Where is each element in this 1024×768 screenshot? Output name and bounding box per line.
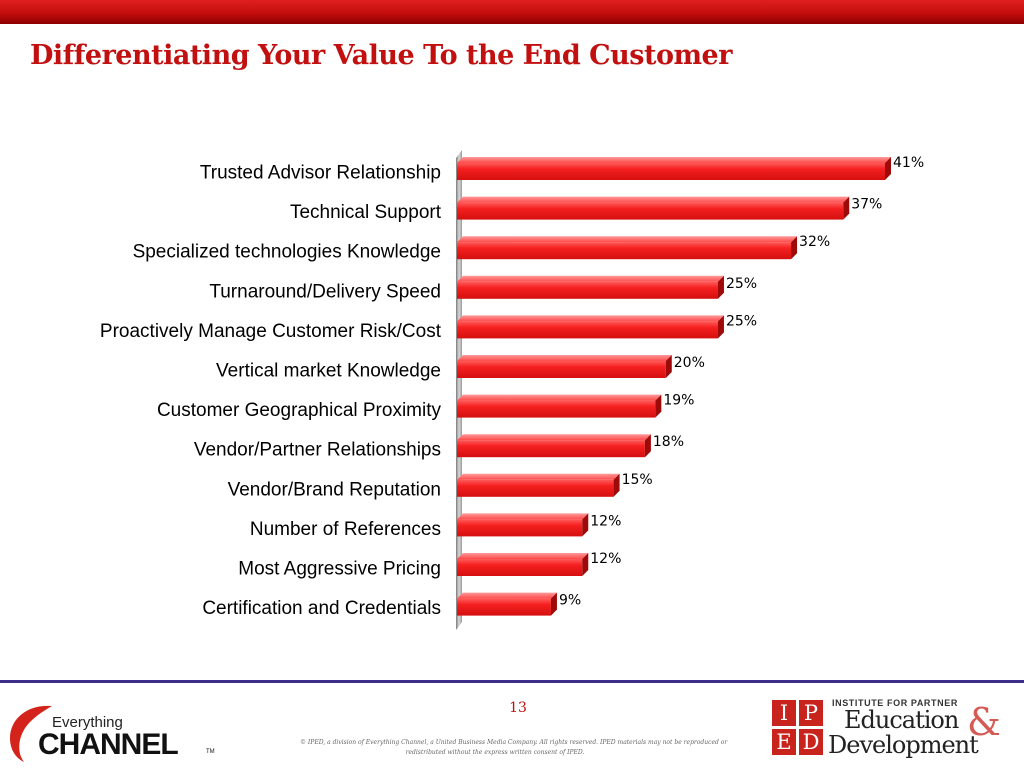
iped-letter-i: I xyxy=(772,700,796,726)
copyright-line-2: redistributed without the express writte… xyxy=(405,749,585,756)
logo-text-everything: Everything xyxy=(52,714,123,731)
iped-letter-e: E xyxy=(772,729,796,755)
category-label: Technical Support xyxy=(290,202,442,223)
bar-front-face xyxy=(457,559,583,576)
category-label: Vertical market Knowledge xyxy=(216,361,441,382)
bar-side-face xyxy=(644,434,651,458)
bar xyxy=(457,553,589,576)
everything-channel-logo: Everything CHANNEL TM xyxy=(4,700,224,766)
bar xyxy=(457,196,850,220)
iped-institute-text: INSTITUTE FOR PARTNER xyxy=(832,698,958,708)
value-label: 12% xyxy=(590,551,621,567)
bar-front-face xyxy=(457,479,614,497)
iped-letter-p: P xyxy=(799,700,823,726)
category-label: Specialized technologies Knowledge xyxy=(133,242,441,263)
bar-front-face xyxy=(457,242,792,260)
value-label: 19% xyxy=(663,393,694,409)
iped-education-text: Education xyxy=(844,706,959,734)
page-number: 13 xyxy=(509,700,527,716)
bar-front-face xyxy=(457,440,645,458)
bar-top-face xyxy=(457,553,589,559)
value-label: 20% xyxy=(674,355,705,371)
swoosh-icon xyxy=(10,705,52,762)
value-label: 25% xyxy=(726,313,757,329)
footer-divider xyxy=(0,680,1024,683)
category-label: Most Aggressive Pricing xyxy=(238,559,441,580)
bar-side-face xyxy=(613,473,620,497)
category-labels: Trusted Advisor Relationship Technical Su… xyxy=(100,163,442,620)
bar-side-face xyxy=(717,315,724,339)
bar-front-face xyxy=(457,281,718,299)
slide-title: Differentiating Your Value To the End Cu… xyxy=(30,40,732,71)
top-banner xyxy=(0,0,1024,24)
bar-side-face xyxy=(791,236,798,260)
bar xyxy=(457,434,651,458)
bar xyxy=(457,315,724,339)
bar-top-face xyxy=(457,592,557,599)
bar-top-face xyxy=(457,513,589,520)
copyright-line-1: © IPED, a division of Everything Channel… xyxy=(300,739,728,746)
bar-top-face xyxy=(457,473,620,480)
bar-top-face xyxy=(457,196,850,203)
bar-front-face xyxy=(457,598,551,616)
category-label: Certification and Credentials xyxy=(202,598,441,619)
trademark-mark: TM xyxy=(206,749,215,755)
category-label: Proactively Manage Customer Risk/Cost xyxy=(100,321,442,342)
logo-text-channel: CHANNEL xyxy=(38,728,179,761)
value-label: 15% xyxy=(622,472,653,488)
bar-top-face xyxy=(457,394,662,401)
bar-side-face xyxy=(550,592,557,616)
bar xyxy=(457,275,724,299)
category-label: Vendor/Brand Reputation xyxy=(228,479,441,500)
bar xyxy=(457,513,589,537)
iped-logo: I P E D INSTITUTE FOR PARTNER Education … xyxy=(770,696,1010,762)
bar-top-face xyxy=(457,355,672,361)
bar-top-face xyxy=(457,434,651,441)
bar xyxy=(457,355,672,378)
bar-front-face xyxy=(457,321,718,339)
value-label: 18% xyxy=(653,434,684,450)
bar-side-face xyxy=(717,275,724,299)
bar-front-face xyxy=(457,400,656,418)
bar-front-face xyxy=(457,202,844,220)
value-label: 25% xyxy=(726,276,757,292)
value-label: 32% xyxy=(799,234,830,250)
value-label: 37% xyxy=(851,197,882,213)
bar-front-face xyxy=(457,519,583,537)
copyright-notice: © IPED, a division of Everything Channel… xyxy=(300,738,728,758)
bar xyxy=(457,592,557,616)
bar xyxy=(457,157,891,180)
category-label: Number of References xyxy=(250,519,441,540)
category-label: Vendor/Partner Relationships xyxy=(194,440,441,461)
bars-group xyxy=(457,157,891,616)
value-label: 9% xyxy=(559,593,581,609)
bar-top-face xyxy=(457,236,798,243)
bar-side-face xyxy=(582,513,589,537)
iped-ampersand: & xyxy=(967,700,1001,744)
bar xyxy=(457,394,662,418)
value-labels: 41% 37% 32% 25% 25% 20% 19% 18% 15% 12% 12% 9% xyxy=(559,155,924,609)
bar xyxy=(457,473,620,497)
bar-side-face xyxy=(655,394,662,418)
bar-side-face xyxy=(885,157,891,180)
bar-top-face xyxy=(457,157,891,163)
bar-side-face xyxy=(582,553,589,576)
iped-letter-d: D xyxy=(799,729,823,755)
value-label: 12% xyxy=(590,513,621,529)
bar-top-face xyxy=(457,275,724,282)
bar-side-face xyxy=(843,196,850,220)
bar-side-face xyxy=(665,355,672,378)
bar-front-face xyxy=(457,361,666,378)
category-label: Turnaround/Delivery Speed xyxy=(209,281,441,302)
category-label: Trusted Advisor Relationship xyxy=(200,163,441,184)
bar xyxy=(457,236,798,260)
value-label: 41% xyxy=(893,155,924,171)
category-label: Customer Geographical Proximity xyxy=(157,400,442,421)
bar-chart: Trusted Advisor Relationship Technical Su… xyxy=(100,150,924,630)
bar-top-face xyxy=(457,315,724,322)
chart-axis-wall xyxy=(456,150,462,630)
iped-development-text: Development xyxy=(828,731,979,759)
bar-front-face xyxy=(457,163,885,180)
